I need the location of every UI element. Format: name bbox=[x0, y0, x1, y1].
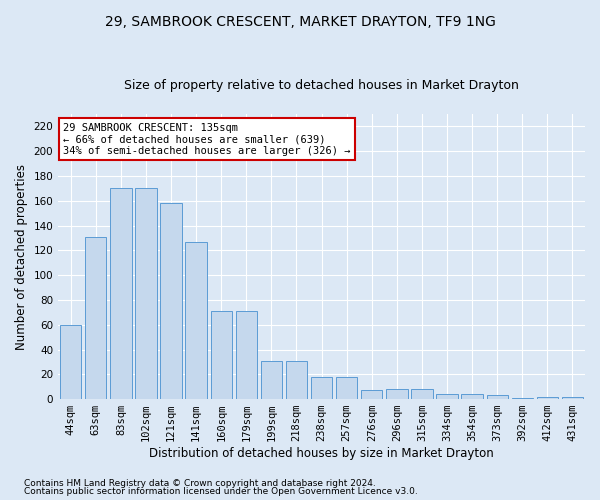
Bar bbox=[185, 242, 207, 399]
Bar bbox=[136, 188, 157, 399]
Text: 29 SAMBROOK CRESCENT: 135sqm
← 66% of detached houses are smaller (639)
34% of s: 29 SAMBROOK CRESCENT: 135sqm ← 66% of de… bbox=[64, 122, 351, 156]
Bar bbox=[386, 389, 407, 399]
Bar bbox=[286, 360, 307, 399]
Bar bbox=[110, 188, 131, 399]
Bar bbox=[211, 311, 232, 399]
Bar bbox=[361, 390, 382, 399]
Text: Contains public sector information licensed under the Open Government Licence v3: Contains public sector information licen… bbox=[24, 487, 418, 496]
Bar bbox=[336, 377, 358, 399]
Bar bbox=[487, 396, 508, 399]
Text: Contains HM Land Registry data © Crown copyright and database right 2024.: Contains HM Land Registry data © Crown c… bbox=[24, 478, 376, 488]
X-axis label: Distribution of detached houses by size in Market Drayton: Distribution of detached houses by size … bbox=[149, 447, 494, 460]
Title: Size of property relative to detached houses in Market Drayton: Size of property relative to detached ho… bbox=[124, 79, 519, 92]
Bar bbox=[537, 396, 558, 399]
Bar bbox=[562, 396, 583, 399]
Bar bbox=[311, 377, 332, 399]
Bar bbox=[411, 389, 433, 399]
Y-axis label: Number of detached properties: Number of detached properties bbox=[15, 164, 28, 350]
Bar bbox=[512, 398, 533, 399]
Bar bbox=[261, 360, 282, 399]
Bar bbox=[60, 324, 82, 399]
Bar bbox=[461, 394, 483, 399]
Bar bbox=[85, 236, 106, 399]
Bar bbox=[236, 311, 257, 399]
Bar bbox=[160, 203, 182, 399]
Text: 29, SAMBROOK CRESCENT, MARKET DRAYTON, TF9 1NG: 29, SAMBROOK CRESCENT, MARKET DRAYTON, T… bbox=[104, 15, 496, 29]
Bar bbox=[436, 394, 458, 399]
